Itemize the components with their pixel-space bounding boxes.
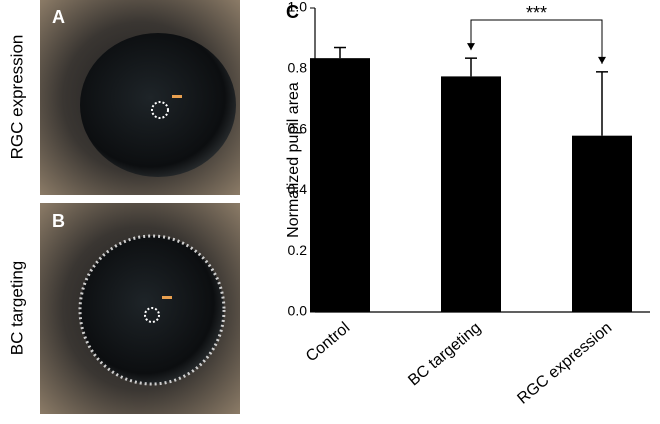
- bar: [572, 135, 632, 312]
- photo-caption: BC targeting: [7, 261, 26, 356]
- significance-bracket: [470, 19, 603, 64]
- bar: [310, 58, 370, 312]
- y-axis-label: Normalized pupil area: [285, 82, 302, 238]
- arrow-head: [598, 56, 606, 64]
- bar: [441, 76, 501, 313]
- y-tick-label: 0.2: [288, 242, 308, 258]
- arrow-head: [467, 43, 475, 51]
- photo-caption: RGC expression: [7, 35, 26, 160]
- x-tick-label: Control: [303, 319, 353, 365]
- significance-label: ***: [526, 3, 547, 23]
- y-tick-label: 0.6: [288, 120, 308, 136]
- y-tick-label: 0.8: [288, 60, 308, 76]
- panel-label: C: [286, 2, 299, 22]
- x-tick-label: RGC expression: [514, 319, 615, 407]
- y-tick-label: 1.0: [288, 0, 308, 15]
- photo-a: [40, 0, 240, 195]
- panel-label: A: [52, 7, 65, 27]
- panel-label: B: [52, 211, 65, 231]
- x-tick-label: BC targeting: [405, 319, 484, 389]
- photo-b: [40, 203, 240, 414]
- y-tick-label: 0.0: [288, 303, 308, 319]
- y-tick-label: 0.4: [288, 181, 308, 197]
